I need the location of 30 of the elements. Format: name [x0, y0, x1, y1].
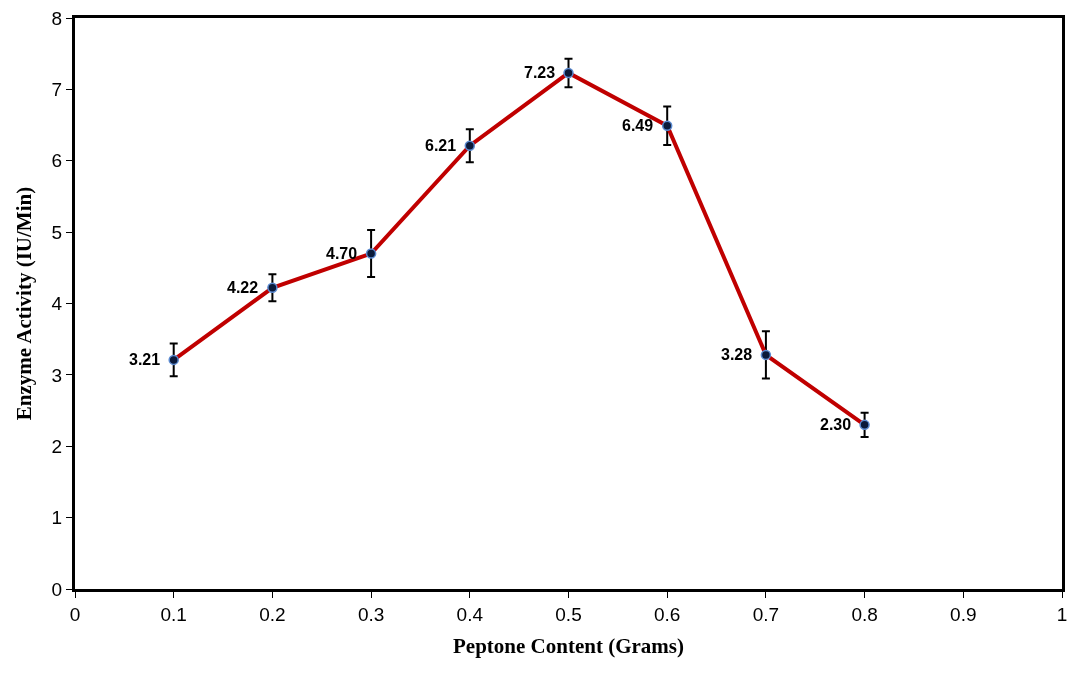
y-tick-label: 2: [51, 435, 63, 457]
x-tick-label: 0.6: [653, 603, 681, 625]
y-tick-label: 8: [51, 7, 63, 29]
data-label: 6.49: [622, 117, 654, 134]
data-label: 2.30: [820, 416, 852, 433]
x-axis-title: Peptone Content (Grams): [453, 634, 684, 658]
x-tick-label: 0.5: [555, 603, 582, 625]
y-tick-label: 4: [51, 293, 63, 315]
x-tick-label: 0.7: [752, 603, 780, 625]
y-tick-label: 6: [51, 150, 63, 172]
y-tick-label: 3: [51, 364, 63, 386]
y-axis-title: Enzyme Activity (IU/Min): [11, 186, 36, 421]
x-tick-label: 0.2: [259, 603, 286, 625]
y-tick-label: 5: [51, 221, 63, 243]
x-tick-label: 0.1: [160, 603, 187, 625]
x-tick-label: 0.4: [456, 603, 484, 625]
x-tick-label: 0.3: [357, 603, 385, 625]
data-label: 6.21: [425, 137, 457, 154]
x-tick-label: 0: [69, 603, 81, 625]
data-label: 3.28: [721, 346, 753, 363]
y-tick-label: 7: [51, 79, 63, 101]
data-label: 4.70: [326, 245, 358, 262]
y-tick-label: 0: [51, 578, 63, 600]
x-tick-label: 1: [1056, 603, 1068, 625]
y-tick-label: 1: [51, 507, 63, 529]
x-tick-label: 0.9: [950, 603, 977, 625]
data-label: 7.23: [524, 64, 556, 81]
data-label: 3.21: [129, 351, 161, 368]
x-tick-label: 0.8: [851, 603, 878, 625]
data-label: 4.22: [227, 279, 259, 296]
